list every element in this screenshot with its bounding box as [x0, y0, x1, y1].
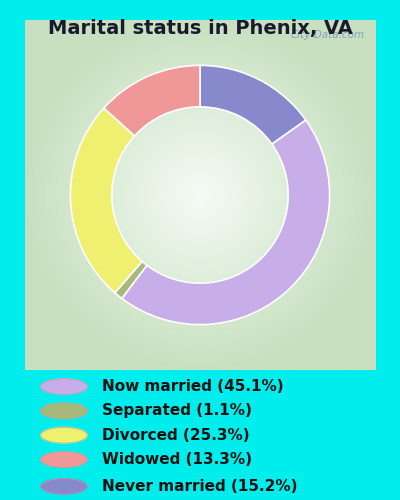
Wedge shape	[122, 120, 330, 324]
Text: Marital status in Phenix, VA: Marital status in Phenix, VA	[48, 19, 352, 38]
Text: Divorced (25.3%): Divorced (25.3%)	[102, 428, 250, 442]
Wedge shape	[70, 108, 142, 293]
Text: Widowed (13.3%): Widowed (13.3%)	[102, 452, 252, 467]
Circle shape	[41, 379, 87, 394]
Text: Never married (15.2%): Never married (15.2%)	[102, 479, 298, 494]
Text: City-Data.com: City-Data.com	[290, 30, 364, 40]
Wedge shape	[200, 66, 306, 144]
Text: Now married (45.1%): Now married (45.1%)	[102, 379, 284, 394]
Circle shape	[41, 452, 87, 468]
Circle shape	[41, 403, 87, 418]
Wedge shape	[115, 262, 147, 298]
Circle shape	[41, 478, 87, 494]
Circle shape	[41, 428, 87, 443]
Wedge shape	[104, 66, 200, 136]
Text: Separated (1.1%): Separated (1.1%)	[102, 404, 252, 418]
